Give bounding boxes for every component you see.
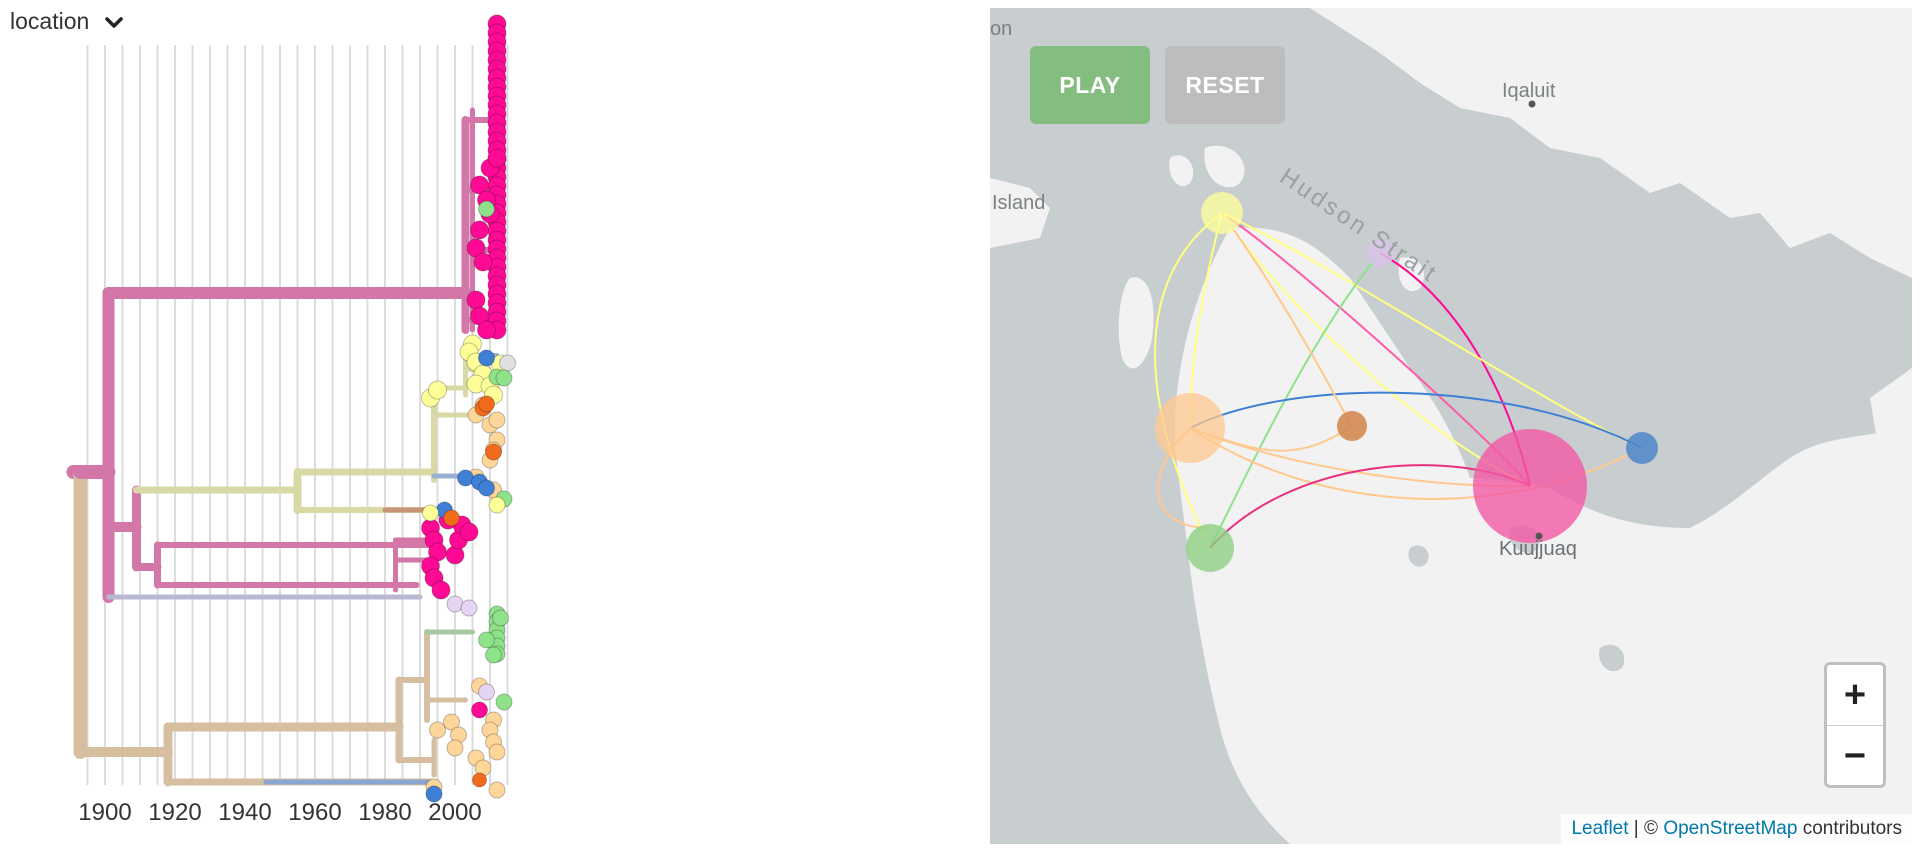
location-circle-yellow[interactable] xyxy=(1201,192,1243,234)
tree-tip[interactable] xyxy=(472,772,487,788)
tree-tip[interactable] xyxy=(485,646,502,664)
tree-tip[interactable] xyxy=(431,580,451,600)
axis-tick-label: 1980 xyxy=(358,799,411,826)
tree-tip[interactable] xyxy=(428,380,447,400)
place-label-iqaluit: Iqaluit xyxy=(1502,80,1556,102)
phylogenetic-tree: 1900 1920 1940 1960 1980 2000 xyxy=(66,14,516,826)
tree-tip[interactable] xyxy=(460,599,478,617)
tree-tip[interactable] xyxy=(488,411,506,429)
tree-tip[interactable] xyxy=(488,743,506,761)
axis-tick-label: 1960 xyxy=(288,799,341,826)
tree-tip[interactable] xyxy=(470,220,489,240)
tree-tip[interactable] xyxy=(446,739,464,757)
tree-tip[interactable] xyxy=(425,785,443,803)
leaflet-link[interactable]: Leaflet xyxy=(1571,818,1629,839)
map-attribution: Leaflet | © OpenStreetMap contributors xyxy=(1561,814,1912,844)
tree-tip[interactable] xyxy=(478,683,495,701)
tree-tip[interactable] xyxy=(466,290,486,310)
tree-tip[interactable] xyxy=(457,469,474,487)
axis-tick-label: 2000 xyxy=(428,799,481,826)
zoom-control: + − xyxy=(1824,662,1886,788)
land-island-top xyxy=(1204,145,1245,188)
location-circle-green[interactable] xyxy=(1186,524,1234,572)
tree-tip[interactable] xyxy=(478,631,495,649)
land-island-west xyxy=(990,178,1050,248)
zoom-in-button[interactable]: + xyxy=(1843,673,1867,716)
reset-button[interactable]: RESET xyxy=(1165,46,1285,124)
tree-tip[interactable] xyxy=(443,713,460,731)
tree-tip[interactable] xyxy=(492,609,509,627)
tree-tip[interactable] xyxy=(443,509,460,527)
tree-tip[interactable] xyxy=(488,781,506,799)
tree-tip[interactable] xyxy=(429,721,446,739)
tree-tip[interactable] xyxy=(487,148,507,168)
location-circle-orange[interactable] xyxy=(1337,411,1367,441)
location-circle-kuujjuaq[interactable] xyxy=(1473,429,1587,543)
city-dot-kuujjuaq xyxy=(1535,532,1543,540)
chevron-down-icon xyxy=(105,16,124,28)
land-island-small xyxy=(1118,277,1154,369)
tree-tip[interactable] xyxy=(459,522,479,542)
axis-tick-label: 1940 xyxy=(218,799,271,826)
tree-tip[interactable] xyxy=(478,395,495,413)
attribution-suffix: contributors xyxy=(1797,818,1902,839)
tree-tip[interactable] xyxy=(478,349,495,367)
city-dot-iqaluit xyxy=(1528,100,1536,108)
tree-tip[interactable] xyxy=(488,496,506,514)
color-by-dropdown[interactable]: location xyxy=(10,8,125,35)
tree-tip[interactable] xyxy=(495,369,513,387)
tree-tip[interactable] xyxy=(499,354,516,372)
place-label-kuujjuaq: Kuujjuaq xyxy=(1499,538,1577,560)
tree-tip[interactable] xyxy=(471,701,488,719)
land-baffin xyxy=(1310,8,1912,278)
tree-tip[interactable] xyxy=(485,443,502,461)
location-circle-peach[interactable] xyxy=(1155,393,1225,463)
attribution-separator: | © xyxy=(1628,818,1664,839)
tree-tip[interactable] xyxy=(470,175,489,195)
zoom-out-button[interactable]: − xyxy=(1827,725,1883,786)
lake-3 xyxy=(1408,545,1429,567)
land-island-top2 xyxy=(1169,155,1194,187)
location-circle-blue[interactable] xyxy=(1626,432,1658,464)
lake-2 xyxy=(1599,644,1625,672)
transmission-map[interactable]: Iqaluit Kuujjuaq Island on Hudson Strait… xyxy=(990,8,1912,844)
play-button[interactable]: PLAY xyxy=(1030,46,1150,124)
tree-tip[interactable] xyxy=(446,595,464,613)
osm-link[interactable]: OpenStreetMap xyxy=(1663,818,1798,839)
tree-tip[interactable] xyxy=(495,693,513,711)
land-island-east xyxy=(1870,368,1912,488)
map-canvas[interactable] xyxy=(990,8,1912,844)
place-label-on: on xyxy=(990,18,1013,40)
location-circle-lavender[interactable] xyxy=(1366,239,1394,267)
tree-tip[interactable] xyxy=(478,479,495,497)
place-label-island: Island xyxy=(992,192,1046,214)
color-by-label: location xyxy=(10,8,90,34)
tree-tip[interactable] xyxy=(478,200,495,218)
axis-tick-label: 1900 xyxy=(78,799,131,826)
tree-tip[interactable] xyxy=(477,320,496,340)
tree-tip[interactable] xyxy=(473,252,493,272)
phylogenetic-tree-panel: 1900 1920 1940 1960 1980 2000 location xyxy=(10,8,516,826)
axis-tick-label: 1920 xyxy=(148,799,201,826)
tree-tip[interactable] xyxy=(422,504,439,522)
